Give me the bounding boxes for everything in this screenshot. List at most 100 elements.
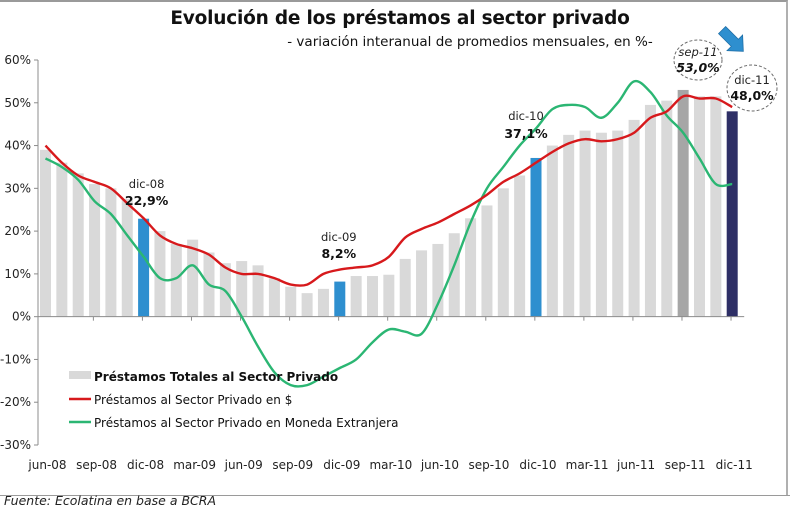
- y-tick-label: -20%: [0, 395, 31, 409]
- x-tick-label: dic-09: [323, 458, 360, 472]
- bar-ago-11: [661, 100, 673, 317]
- source-note: Fuente: Ecolatina en base a BCRA: [4, 493, 217, 508]
- bottom-divider: [0, 495, 790, 496]
- bar-mar-10: [383, 274, 395, 317]
- annotation-dic-08: dic-08 22,9%: [125, 177, 169, 208]
- legend-label-pesos: Préstamos al Sector Privado en $: [94, 393, 292, 407]
- annotation-date: dic-08: [129, 177, 165, 191]
- bar-ene-10: [350, 276, 362, 317]
- bar-feb-09: [170, 243, 182, 317]
- bar-oct-08: [105, 188, 117, 317]
- bar-nov-11: [710, 96, 722, 317]
- x-tick-label: sep-10: [469, 458, 510, 472]
- annotation-ellipse: [673, 39, 723, 81]
- bar-jun-10: [432, 243, 444, 317]
- annotation-value: 37,1%: [504, 126, 548, 141]
- legend: Préstamos Totales al Sector Privado Prés…: [69, 370, 398, 430]
- x-tick-label: jun-11: [616, 458, 655, 472]
- bar-dic-10: [530, 157, 542, 317]
- bar-jun-08: [40, 149, 51, 317]
- bar-nov-08: [121, 199, 133, 317]
- line-foreign-currency: [44, 79, 733, 388]
- annotation-value: 22,9%: [125, 193, 169, 208]
- legend-label-foreign: Préstamos al Sector Privado en Moneda Ex…: [94, 416, 398, 430]
- annotation-date: dic-09: [321, 230, 357, 244]
- bar-dic-08: [138, 218, 150, 317]
- bar-jul-10: [448, 233, 460, 317]
- bar-may-11: [612, 130, 624, 317]
- bar-ago-08: [72, 173, 84, 317]
- x-tick-label: sep-08: [76, 458, 117, 472]
- bar-ene-11: [546, 145, 558, 317]
- x-tick-label: sep-09: [272, 458, 313, 472]
- y-tick-label: 0%: [12, 310, 31, 324]
- x-tick-label: mar-11: [566, 458, 609, 472]
- bar-nov-09: [317, 288, 329, 317]
- arrow-shape: [717, 25, 744, 52]
- bar-oct-10: [497, 188, 509, 317]
- bar-oct-09: [301, 293, 313, 317]
- y-tick-label: 60%: [4, 53, 31, 67]
- chart-frame: [0, 0, 788, 496]
- bar-ago-10: [465, 218, 477, 317]
- x-tick-label: jun-08: [27, 458, 66, 472]
- bar-dic-09: [334, 281, 346, 317]
- bar-mar-09: [187, 239, 199, 317]
- annotation-dic-10: dic-10 37,1%: [504, 109, 548, 141]
- bar-feb-11: [563, 134, 575, 317]
- bar-jun-09: [236, 261, 248, 317]
- bar-sep-11: [677, 89, 689, 317]
- bar-may-10: [416, 250, 428, 317]
- annotation-ellipse: [726, 64, 778, 112]
- bar-sep-08: [89, 184, 101, 317]
- y-tick-label: -10%: [0, 352, 31, 366]
- x-tick-label: dic-10: [519, 458, 556, 472]
- y-tick-label: -30%: [0, 438, 31, 452]
- bar-jun-11: [628, 119, 640, 317]
- annotation-date: sep-11: [678, 45, 717, 59]
- legend-swatch-totals: [69, 371, 91, 379]
- axes-group: -30% -20% -10% 0% 10% 20% 30% 40% 50% 60% jun-08 se…: [0, 53, 753, 472]
- bar-feb-10: [367, 276, 378, 317]
- bar-mar-11: [579, 130, 591, 317]
- bar-nov-10: [514, 175, 526, 317]
- chart-subtitle: - variación interanual de promedios mens…: [287, 34, 653, 50]
- y-tick-label: 10%: [4, 267, 31, 281]
- x-tick-label: dic-08: [127, 458, 164, 472]
- annotation-value: 8,2%: [321, 246, 356, 261]
- y-tick-label: 20%: [4, 224, 31, 238]
- bar-sep-10: [481, 205, 493, 317]
- x-tick-label: jun-10: [420, 458, 459, 472]
- bar-abr-11: [595, 132, 607, 317]
- x-tick-label: mar-10: [369, 458, 412, 472]
- annotation-value: 48,0%: [730, 88, 774, 103]
- bar-sep-09: [285, 286, 297, 317]
- arrow-icon: [717, 25, 744, 52]
- annotation-dic-09: dic-09 8,2%: [321, 230, 357, 261]
- bar-dic-11: [726, 111, 738, 317]
- annotations-group: dic-08 22,9% dic-09 8,2% dic-10 37,1% sep-1153…: [125, 25, 778, 261]
- y-tick-label: 50%: [4, 96, 31, 110]
- bars-group: [40, 89, 738, 317]
- x-tick-label: mar-09: [173, 458, 216, 472]
- annotation-date: dic-10: [508, 109, 544, 123]
- annotation-date: dic-11: [734, 73, 770, 87]
- bar-jul-09: [252, 265, 264, 317]
- bar-abr-10: [399, 258, 411, 317]
- lines-group: [44, 79, 733, 388]
- bar-ene-09: [154, 231, 166, 317]
- x-tick-label: dic-11: [716, 458, 753, 472]
- bar-jul-08: [56, 162, 68, 317]
- y-tick-label: 40%: [4, 139, 31, 153]
- y-tick-label: 30%: [4, 181, 31, 195]
- line-pesos: [44, 94, 733, 287]
- annotation-value: 53,0%: [676, 60, 719, 75]
- bar-ago-09: [268, 278, 280, 317]
- bar-jul-11: [644, 104, 656, 317]
- x-tick-label: sep-11: [665, 458, 706, 472]
- x-tick-label: jun-09: [224, 458, 263, 472]
- legend-label-totals: Préstamos Totales al Sector Privado: [94, 370, 338, 384]
